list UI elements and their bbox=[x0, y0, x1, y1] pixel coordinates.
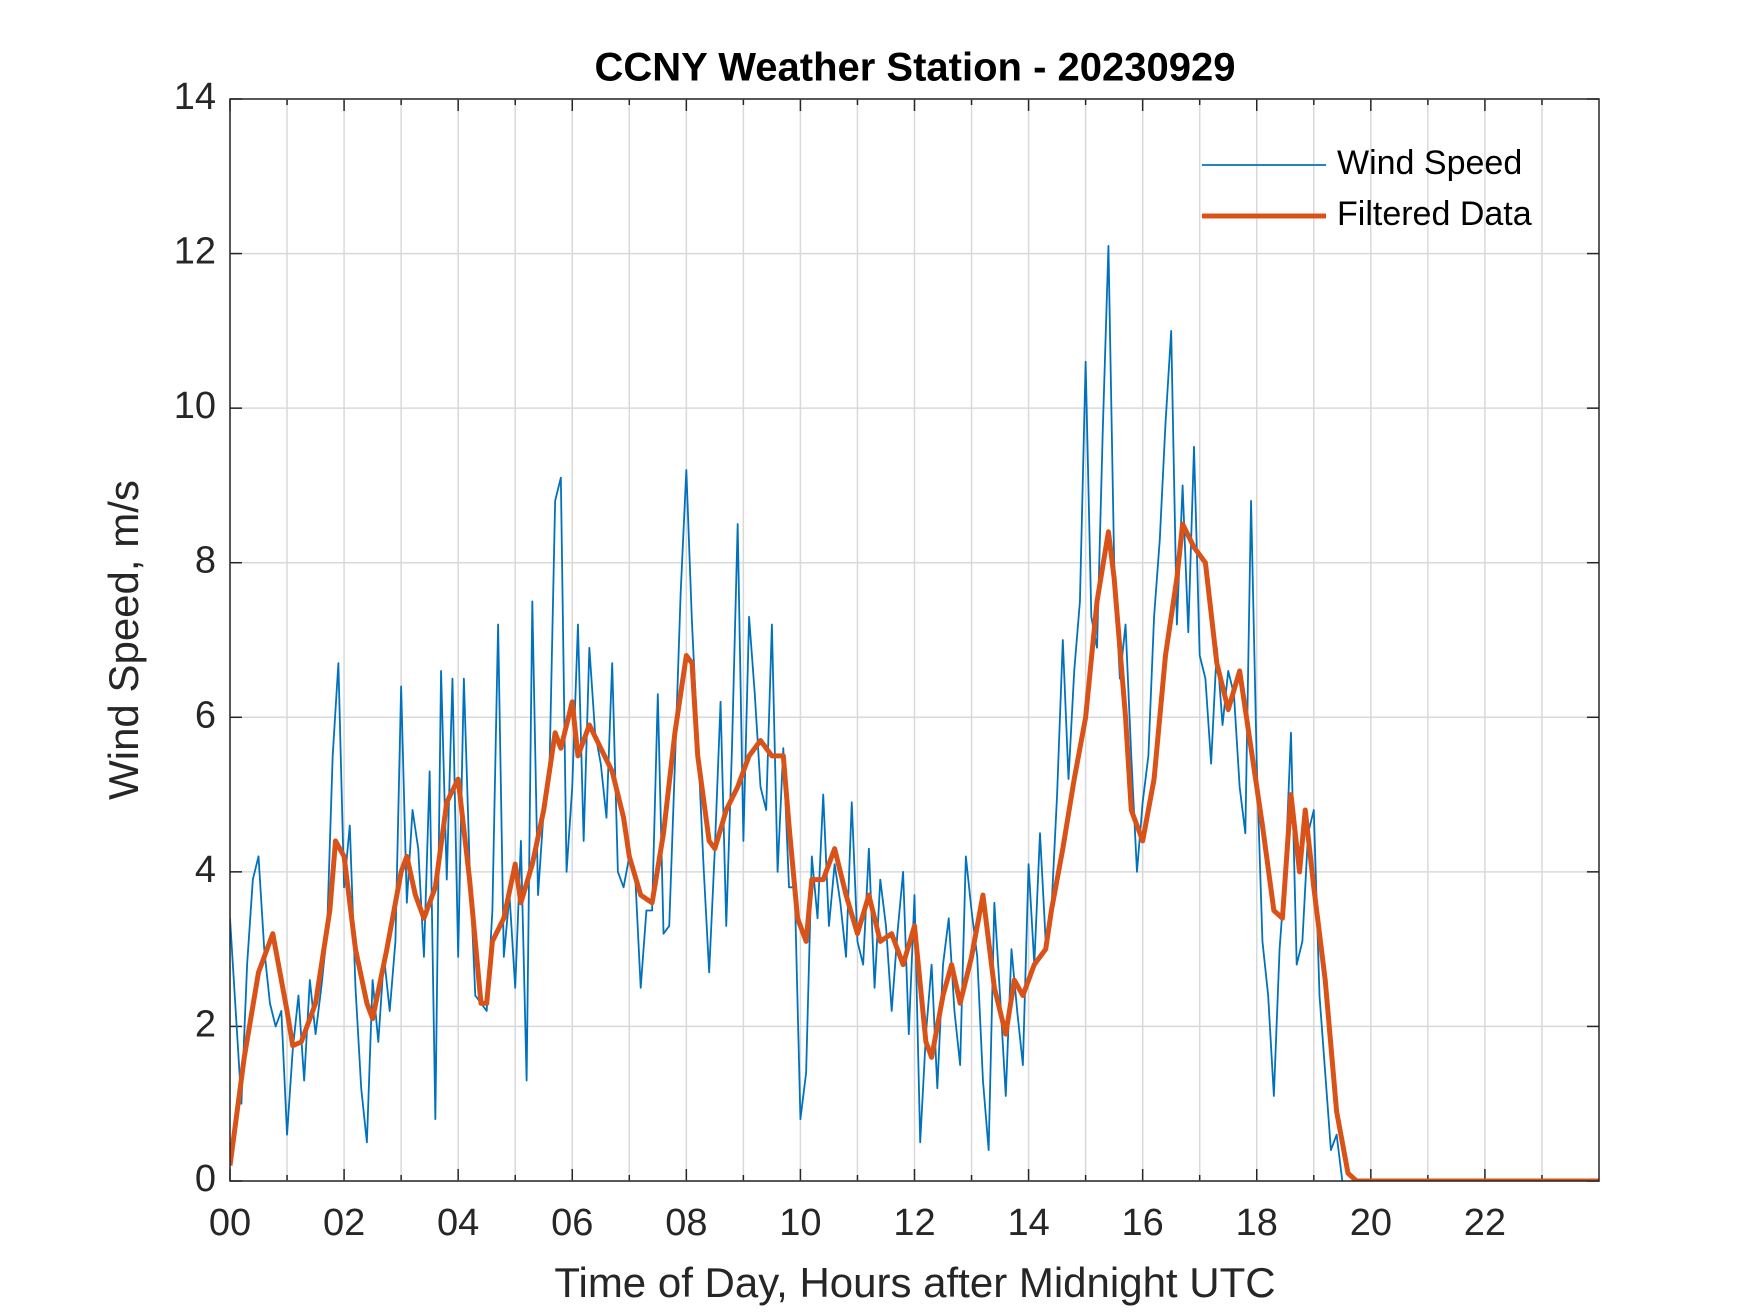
x-tick-label: 22 bbox=[1464, 1202, 1506, 1244]
x-tick-label: 06 bbox=[551, 1202, 593, 1244]
x-tick-label: 14 bbox=[1007, 1202, 1049, 1244]
y-axis-label: Wind Speed, m/s bbox=[100, 480, 147, 800]
y-tick-label: 4 bbox=[195, 849, 216, 891]
y-tick-label: 10 bbox=[174, 385, 216, 427]
plot-frame bbox=[229, 98, 1600, 1182]
x-tick-label: 16 bbox=[1122, 1202, 1164, 1244]
x-tick-label: 04 bbox=[437, 1202, 479, 1244]
x-axis-label: Time of Day, Hours after Midnight UTC bbox=[554, 1259, 1275, 1306]
x-tick-label: 02 bbox=[323, 1202, 365, 1244]
x-tick-label: 08 bbox=[665, 1202, 707, 1244]
y-tick-label: 8 bbox=[195, 540, 216, 582]
legend-label: Filtered Data bbox=[1337, 195, 1532, 233]
y-tick-label: 12 bbox=[174, 231, 216, 273]
x-tick-label: 20 bbox=[1350, 1202, 1392, 1244]
legend-label: Wind Speed bbox=[1337, 144, 1522, 182]
y-tick-label: 0 bbox=[195, 1158, 216, 1200]
x-tick-label: 12 bbox=[893, 1202, 935, 1244]
y-tick-label: 2 bbox=[195, 1003, 216, 1045]
y-tick-label: 14 bbox=[174, 76, 216, 118]
x-tick-label: 00 bbox=[209, 1202, 251, 1244]
chart-title: CCNY Weather Station - 20230929 bbox=[595, 46, 1236, 90]
data-line bbox=[230, 521, 1599, 1181]
x-tick-label: 10 bbox=[779, 1202, 821, 1244]
x-tick-label: 18 bbox=[1236, 1202, 1278, 1244]
y-tick-label: 6 bbox=[195, 694, 216, 736]
